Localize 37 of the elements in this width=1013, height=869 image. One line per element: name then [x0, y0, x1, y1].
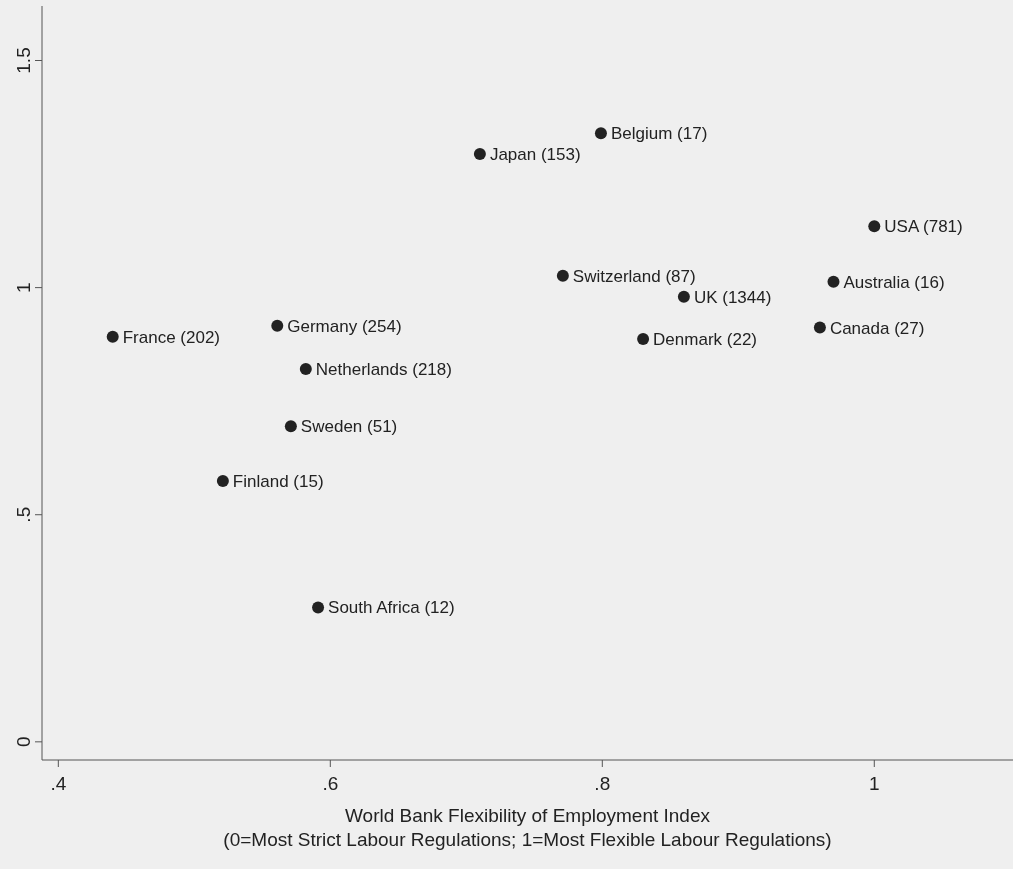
point	[216, 475, 229, 488]
annotation: Australia (16)	[843, 272, 945, 292]
y-tick-label: 1.5	[13, 47, 34, 74]
annotation: Japan (153)	[489, 145, 581, 165]
point	[677, 290, 690, 303]
y-tick-label: .5	[13, 506, 34, 523]
annotation: Netherlands (218)	[315, 359, 452, 379]
point	[299, 362, 312, 375]
point	[637, 332, 650, 345]
point	[594, 127, 607, 140]
point	[106, 330, 119, 343]
annotation: Switzerland (87)	[572, 266, 696, 286]
x-tick-label: .4	[50, 773, 67, 794]
x-tick-label: .8	[594, 773, 611, 794]
point	[284, 420, 297, 433]
x-tick-label: 1	[869, 773, 880, 794]
point	[827, 275, 840, 288]
point	[556, 269, 569, 282]
point	[473, 148, 486, 161]
annotation: UK (1344)	[693, 287, 772, 307]
annotation: Sweden (51)	[300, 417, 398, 437]
annotation: Denmark (22)	[653, 329, 758, 349]
x-axis-title: World Bank Flexibility of Employment Index (0=Most Strict Labour Regulations; 1=Most Flexible Labour Regulations)	[223, 805, 832, 850]
annotation: France (202)	[122, 327, 221, 347]
point	[813, 321, 826, 334]
point	[271, 319, 284, 332]
point	[312, 601, 325, 614]
x-tick-label: .6	[322, 773, 339, 794]
annotation: Belgium (17)	[610, 124, 708, 144]
annotation: South Africa (12)	[328, 598, 455, 618]
y-tick-label: 0	[13, 736, 34, 748]
annotation: USA (781)	[884, 217, 963, 237]
annotation: Canada (27)	[829, 318, 925, 338]
annotation: Germany (254)	[287, 316, 402, 336]
y-tick-label: 1	[13, 282, 34, 293]
annotation: Finland (15)	[232, 472, 324, 492]
point	[868, 220, 881, 233]
